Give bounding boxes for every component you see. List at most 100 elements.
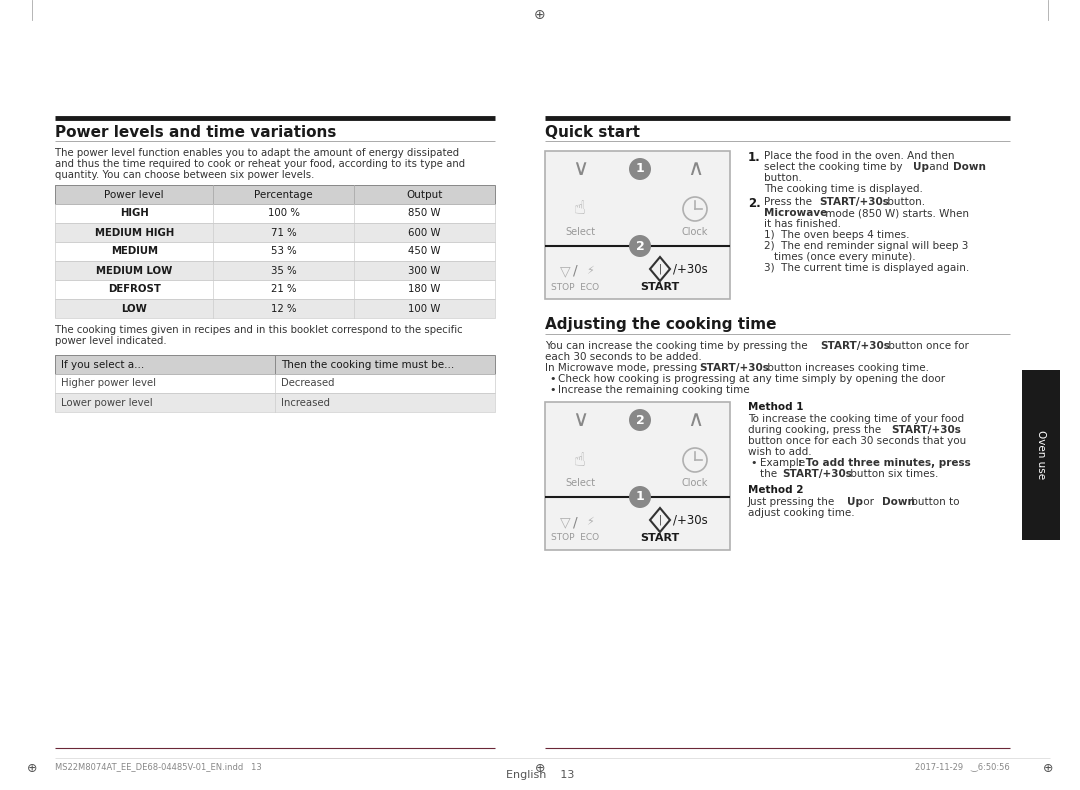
Text: 2017-11-29   ‿6:50:56: 2017-11-29 ‿6:50:56 [915, 762, 1010, 771]
Bar [545, 402, 730, 550]
Text: ☝: ☝ [575, 450, 586, 469]
Bar [55, 280, 495, 299]
Text: The cooking times given in recipes and in this booklet correspond to the specifi: The cooking times given in recipes and i… [55, 325, 462, 335]
Text: 3)  The current time is displayed again.: 3) The current time is displayed again. [764, 263, 969, 273]
Text: ⊕: ⊕ [27, 762, 37, 775]
Text: during cooking, press the: during cooking, press the [748, 425, 885, 435]
Bar [55, 185, 495, 204]
Text: To increase the cooking time of your food: To increase the cooking time of your foo… [748, 414, 964, 424]
Bar [55, 223, 495, 242]
Bar [545, 151, 730, 299]
Text: button.: button. [764, 173, 801, 183]
Text: quantity. You can choose between six power levels.: quantity. You can choose between six pow… [55, 170, 314, 180]
Bar [55, 355, 495, 374]
Text: ∧: ∧ [687, 410, 703, 430]
Text: 1: 1 [636, 163, 645, 175]
Text: wish to add.: wish to add. [748, 447, 812, 457]
Text: MEDIUM LOW: MEDIUM LOW [96, 265, 173, 276]
Text: Check how cooking is progressing at any time simply by opening the door: Check how cooking is progressing at any … [558, 374, 945, 384]
Text: button increases cooking time.: button increases cooking time. [764, 363, 929, 373]
Text: 12 %: 12 % [271, 303, 297, 314]
Bar [55, 374, 495, 393]
Bar [55, 374, 495, 393]
Bar [55, 204, 495, 223]
Text: 21 %: 21 % [271, 284, 297, 295]
Text: 2: 2 [636, 413, 645, 427]
Bar [55, 242, 495, 261]
Text: START: START [640, 282, 679, 292]
Text: ☝: ☝ [575, 200, 586, 219]
Text: 100 %: 100 % [268, 209, 300, 219]
Text: MEDIUM HIGH: MEDIUM HIGH [95, 228, 174, 238]
Circle shape [629, 409, 651, 431]
Text: adjust cooking time.: adjust cooking time. [748, 508, 854, 518]
Text: Up: Up [847, 497, 863, 507]
Text: The power level function enables you to adapt the amount of energy dissipated: The power level function enables you to … [55, 148, 459, 158]
Text: MS22M8074AT_EE_DE68-04485V-01_EN.indd   13: MS22M8074AT_EE_DE68-04485V-01_EN.indd 13 [55, 762, 261, 771]
Text: button.: button. [885, 197, 926, 207]
Text: Output: Output [406, 190, 443, 200]
Text: Method 1: Method 1 [748, 402, 804, 412]
Text: Select: Select [565, 478, 595, 488]
Text: Power level: Power level [105, 190, 164, 200]
Circle shape [629, 158, 651, 180]
Text: Method 2: Method 2 [748, 485, 804, 495]
Text: HIGH: HIGH [120, 209, 149, 219]
Text: /: / [572, 264, 578, 278]
Text: 53 %: 53 % [271, 246, 297, 257]
Bar [545, 151, 730, 299]
Text: START/+30s: START/+30s [891, 425, 961, 435]
Text: Place the food in the oven. And then: Place the food in the oven. And then [764, 151, 955, 161]
Text: select the cooking time by: select the cooking time by [764, 162, 906, 172]
Text: Down: Down [953, 162, 986, 172]
Text: /: / [572, 515, 578, 529]
Text: Lower power level: Lower power level [60, 397, 152, 408]
Text: START/+30s: START/+30s [782, 469, 852, 479]
Text: ▽: ▽ [559, 264, 570, 278]
Text: 2: 2 [636, 239, 645, 253]
Text: button once for: button once for [885, 341, 969, 351]
Text: 35 %: 35 % [271, 265, 297, 276]
Text: DEFROST: DEFROST [108, 284, 161, 295]
Text: Decreased: Decreased [281, 378, 335, 389]
Text: ∨: ∨ [572, 159, 589, 179]
Text: 300 W: 300 W [408, 265, 441, 276]
Text: ⚡: ⚡ [586, 517, 594, 527]
Text: button once for each 30 seconds that you: button once for each 30 seconds that you [748, 436, 967, 446]
Text: ⊕: ⊕ [535, 8, 545, 22]
Text: button to: button to [908, 497, 959, 507]
Bar [55, 185, 495, 204]
Text: •: • [549, 374, 555, 384]
Bar [55, 223, 495, 242]
Circle shape [629, 486, 651, 508]
Text: LOW: LOW [121, 303, 147, 314]
Text: and: and [926, 162, 951, 172]
Text: 600 W: 600 W [408, 228, 441, 238]
Text: and thus the time required to cook or reheat your food, according to its type an: and thus the time required to cook or re… [55, 159, 465, 169]
Text: ∨: ∨ [572, 410, 589, 430]
Bar [55, 299, 495, 318]
Text: •: • [549, 385, 555, 395]
Text: STOP  ECO: STOP ECO [551, 283, 599, 292]
Text: ⊕: ⊕ [1043, 762, 1053, 775]
Text: Power levels and time variations: Power levels and time variations [55, 125, 336, 140]
Text: •: • [750, 458, 756, 468]
Bar [55, 393, 495, 412]
Text: 450 W: 450 W [408, 246, 441, 257]
Bar [55, 261, 495, 280]
Text: Percentage: Percentage [255, 190, 313, 200]
Text: Increased: Increased [281, 397, 330, 408]
Text: START/+30s: START/+30s [819, 197, 889, 207]
Text: or: or [860, 497, 877, 507]
Text: Clock: Clock [681, 478, 708, 488]
Bar [55, 299, 495, 318]
Bar [55, 204, 495, 223]
Bar [55, 355, 495, 374]
Text: 2.: 2. [748, 197, 760, 210]
Text: You can increase the cooking time by pressing the: You can increase the cooking time by pre… [545, 341, 811, 351]
Text: START: START [640, 533, 679, 543]
Text: STOP  ECO: STOP ECO [551, 533, 599, 543]
Bar [55, 393, 495, 412]
Bar [1022, 370, 1059, 540]
Text: English    13: English 13 [505, 770, 575, 780]
